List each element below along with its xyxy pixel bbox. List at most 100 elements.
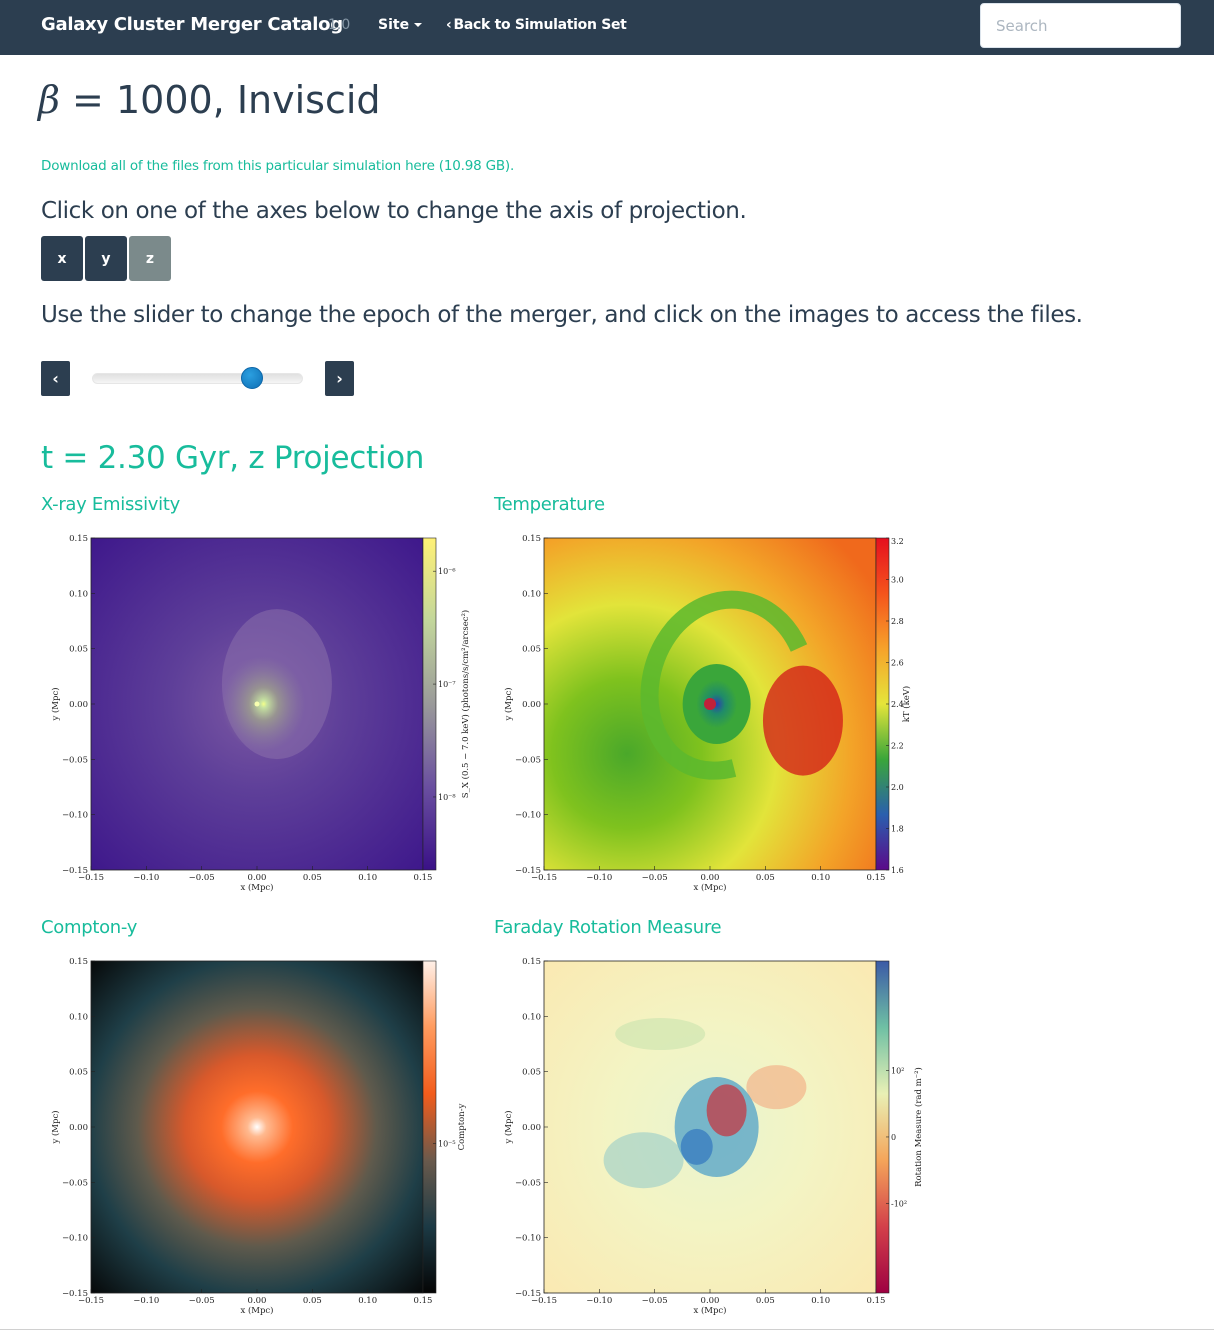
site-menu[interactable]: Site — [378, 17, 423, 33]
x-tick-label: 0.15 — [867, 873, 886, 883]
x-tick-label: 0.10 — [358, 1296, 377, 1306]
x-tick-label: −0.15 — [531, 873, 557, 883]
colorbar-tick-label: 10⁻⁶ — [438, 567, 456, 576]
previous-epoch-button[interactable]: ‹ — [41, 361, 70, 396]
x-tick-label: −0.10 — [133, 1296, 159, 1306]
page-title: β = 1000, Inviscid — [38, 78, 381, 122]
brand-link[interactable]: Galaxy Cluster Merger Catalog — [41, 14, 343, 35]
image-background — [91, 961, 423, 1293]
y-tick-label: 0.10 — [522, 1012, 541, 1022]
colorbar-tick-label: 2.2 — [891, 742, 904, 751]
y-tick-label: 0.05 — [69, 1068, 88, 1078]
panel-title-faraday: Faraday Rotation Measure — [494, 917, 722, 938]
panel-title-xray: X-ray Emissivity — [41, 494, 180, 515]
x-tick-label: 0.10 — [358, 873, 377, 883]
x-tick-label: 0.15 — [414, 873, 433, 883]
y-tick-label: −0.10 — [62, 1234, 88, 1244]
site-menu-label: Site — [378, 17, 410, 33]
x-tick-label: 0.15 — [414, 1296, 433, 1306]
colorbar-tick-label: 10⁻⁷ — [438, 680, 456, 689]
colorbar-tick-label: 10⁻⁵ — [438, 1140, 456, 1149]
colorbar-tick-label: 1.8 — [891, 825, 904, 834]
axis-x-button[interactable]: x — [41, 236, 83, 281]
x-tick-label: −0.10 — [586, 873, 612, 883]
y-tick-label: 0.00 — [522, 1123, 541, 1133]
y-tick-label: 0.05 — [522, 1068, 541, 1078]
x-axis-label: x (Mpc) — [240, 1305, 273, 1316]
x-tick-label: 0.00 — [701, 873, 720, 883]
x-tick-label: 0.00 — [248, 1296, 267, 1306]
colorbar — [422, 537, 437, 871]
colorbar-tick-label: 2.4 — [891, 700, 904, 709]
x-axis-label: x (Mpc) — [693, 882, 726, 893]
next-epoch-button[interactable]: › — [325, 361, 354, 396]
axis-z-button[interactable]: z — [129, 236, 171, 281]
y-tick-label: 0.10 — [69, 589, 88, 599]
y-tick-label: 0.15 — [522, 534, 541, 544]
slider-instruction: Use the slider to change the epoch of th… — [41, 302, 1083, 328]
y-axis-label: y (Mpc) — [503, 1110, 514, 1144]
xray-emissivity-plot[interactable]: −0.15 −0.10 −0.05 0.00 0.05 0.10 0.15 0.15 0.10 0… — [40, 525, 480, 900]
y-tick-label: −0.10 — [62, 811, 88, 821]
search-input[interactable] — [980, 3, 1181, 48]
plot-image — [91, 961, 423, 1293]
y-tick-label: 0.00 — [69, 700, 88, 710]
x-tick-label: 0.10 — [811, 1296, 830, 1306]
colorbar-tick-label: 10² — [891, 1067, 904, 1076]
axis-y-button[interactable]: y — [85, 236, 127, 281]
x-tick-label: 0.00 — [701, 1296, 720, 1306]
x-tick-label: −0.15 — [78, 1296, 104, 1306]
back-link-label: Back to Simulation Set — [453, 17, 627, 33]
y-tick-label: 0.15 — [69, 534, 88, 544]
y-axis-label: y (Mpc) — [50, 687, 61, 721]
colorbar-label: Rotation Measure (rad m⁻²) — [913, 1067, 924, 1187]
epoch-slider-track[interactable] — [92, 373, 303, 384]
rm-core-positive — [706, 1084, 747, 1137]
colorbar-tick-label: 2.8 — [891, 617, 904, 626]
x-tick-label: −0.10 — [133, 873, 159, 883]
navbar: Galaxy Cluster Merger Catalog 1.0 Site ‹… — [0, 0, 1214, 55]
y-tick-label: −0.15 — [62, 1289, 88, 1299]
axis-instruction: Click on one of the axes below to change… — [41, 198, 747, 224]
colorbar-tick-label: -10² — [891, 1199, 907, 1208]
temperature-plot[interactable]: −0.15 −0.10 −0.05 0.00 0.05 0.10 0.15 0.15 0.10 0… — [493, 525, 933, 900]
y-tick-label: −0.15 — [62, 866, 88, 876]
plot-image — [544, 961, 876, 1293]
x-tick-label: 0.00 — [248, 873, 267, 883]
cluster-core — [221, 656, 306, 752]
x-axis-label: x (Mpc) — [240, 882, 273, 893]
faraday-rotation-plot[interactable]: −0.15 −0.10 −0.05 0.00 0.05 0.10 0.15 0.15 0.10 0… — [493, 948, 933, 1323]
rm-core-negative — [680, 1128, 713, 1165]
beta-symbol: β — [38, 78, 60, 122]
colorbar-label: Compton-y — [457, 1103, 467, 1150]
y-tick-label: −0.05 — [515, 1178, 541, 1188]
y-tick-label: 0.15 — [522, 957, 541, 967]
rm-feature — [615, 1018, 706, 1051]
x-tick-label: −0.05 — [189, 873, 215, 883]
back-link[interactable]: ‹ Back to Simulation Set — [446, 17, 627, 33]
colorbar-tick-label: 3.0 — [891, 576, 904, 585]
download-link[interactable]: Download all of the files from this part… — [41, 158, 515, 174]
x-tick-label: 0.05 — [303, 1296, 322, 1306]
y-axis-label: y (Mpc) — [50, 1110, 61, 1144]
y-tick-label: 0.05 — [522, 645, 541, 655]
colorbar-tick-label: 2.0 — [891, 783, 904, 792]
page-title-text: = 1000, Inviscid — [59, 78, 381, 122]
colorbar — [422, 960, 437, 1294]
compton-y-plot[interactable]: −0.15 −0.10 −0.05 0.00 0.05 0.10 0.15 0.15 0.10 0… — [40, 948, 480, 1323]
x-tick-label: −0.15 — [531, 1296, 557, 1306]
colorbar-tick-label: 1.6 — [891, 866, 904, 875]
y-tick-label: −0.05 — [62, 1178, 88, 1188]
y-tick-label: −0.15 — [515, 1289, 541, 1299]
x-tick-label: 0.05 — [756, 1296, 775, 1306]
colorbar-tick-label: 3.2 — [891, 537, 904, 546]
x-tick-label: 0.15 — [867, 1296, 886, 1306]
colorbar-tick-label: 2.6 — [891, 659, 904, 668]
y-tick-label: −0.10 — [515, 811, 541, 821]
epoch-slider-handle[interactable] — [241, 367, 264, 389]
colorbar-label: kT (keV) — [901, 686, 912, 722]
colorbar-tick-label: 10⁻⁸ — [438, 793, 456, 802]
x-tick-label: −0.15 — [78, 873, 104, 883]
panel-title-compton-y: Compton-y — [41, 917, 138, 938]
core-peak — [254, 701, 260, 707]
